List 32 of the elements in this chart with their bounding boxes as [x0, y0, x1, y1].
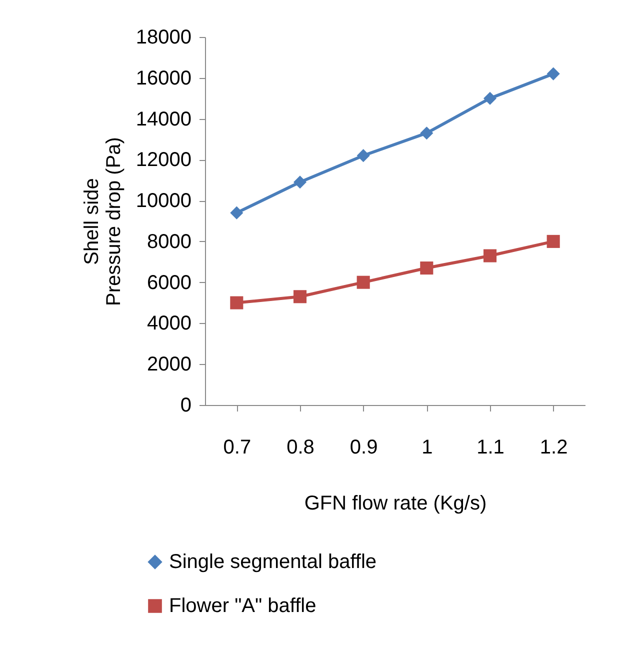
legend-label: Single segmental baffle	[169, 551, 377, 573]
y-tick-label: 2000	[147, 354, 192, 376]
point	[230, 206, 244, 220]
y-axis-title: Shell side Pressure drop (Pa)	[80, 137, 125, 306]
point	[293, 176, 307, 189]
legend-label: Flower "A" baffle	[169, 595, 316, 617]
point	[293, 290, 307, 304]
point	[356, 276, 370, 289]
y-tick-label: 12000	[136, 149, 192, 172]
y-tick-label: 8000	[147, 230, 192, 253]
y-tick-label: 14000	[136, 108, 192, 130]
x-tick-label: 0.7	[223, 436, 252, 458]
y-tick-label: 10000	[136, 190, 192, 212]
point	[356, 149, 370, 162]
point	[420, 126, 434, 140]
x-tick-label: 0.8	[286, 436, 314, 458]
point	[230, 296, 244, 310]
x-tick-label: 1.2	[540, 436, 568, 458]
point	[483, 92, 497, 105]
y-tick-label: 16000	[136, 67, 192, 90]
y-tick-label: 18000	[136, 26, 192, 48]
x-tick-label: 1	[422, 436, 433, 458]
y-tick-label: 4000	[147, 312, 192, 335]
x-tick-label: 0.9	[350, 436, 378, 458]
y-tick-label: 0	[180, 394, 192, 416]
point	[546, 234, 560, 248]
point	[483, 249, 497, 262]
y-tick-label: 6000	[147, 272, 192, 294]
point	[420, 262, 434, 275]
point	[546, 67, 560, 80]
x-tick-label: 1.1	[476, 436, 504, 458]
x-axis-title: GFN flow rate (Kg/s)	[304, 492, 487, 514]
